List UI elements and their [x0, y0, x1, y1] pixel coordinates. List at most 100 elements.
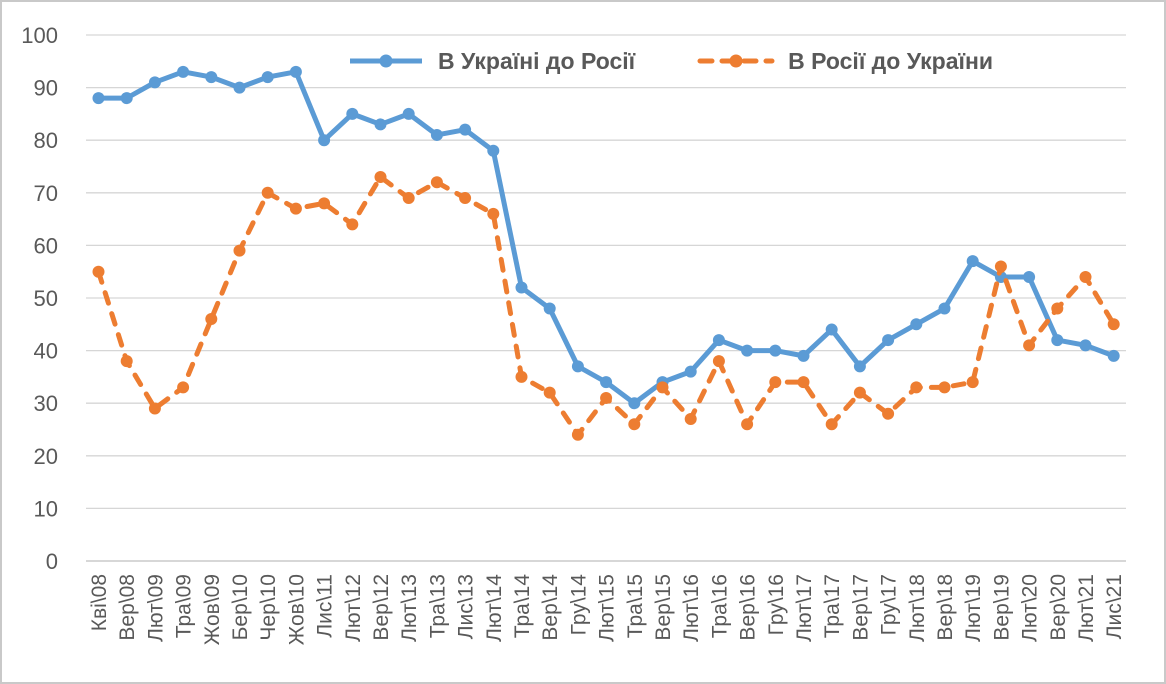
x-axis-tick-label: Тра\16	[708, 574, 731, 638]
x-axis-tick-label: Лют\21	[1075, 574, 1098, 642]
data-point-marker-s0	[712, 334, 725, 347]
x-axis-tick-label: Кві\08	[88, 574, 111, 631]
data-point-marker-s0	[571, 360, 584, 373]
data-point-marker-s0	[1079, 339, 1092, 352]
data-point-marker-s1	[177, 381, 190, 394]
data-point-marker-s0	[1051, 334, 1064, 347]
data-point-marker-s1	[910, 381, 923, 394]
y-axis-tick-label: 60	[34, 233, 58, 258]
x-axis-tick-label: Гру\14	[567, 574, 590, 636]
x-axis-tick-label: Лют\16	[680, 574, 703, 642]
data-point-marker-s1	[684, 412, 697, 425]
data-point-marker-s1	[1051, 302, 1064, 315]
data-point-marker-s0	[769, 344, 782, 357]
x-axis-tick-label: Лют\17	[793, 574, 816, 642]
x-axis-tick-label: Лют\18	[906, 574, 929, 642]
data-point-marker-s1	[882, 407, 895, 420]
y-axis-tick-label: 40	[34, 339, 58, 364]
data-point-marker-s1	[543, 386, 556, 399]
x-axis-tick-label: Вер\18	[934, 574, 957, 641]
data-point-marker-s0	[797, 349, 810, 362]
y-axis-tick-label: 80	[34, 128, 58, 153]
data-point-marker-s0	[600, 376, 613, 389]
y-axis-tick-label: 30	[34, 391, 58, 416]
data-point-marker-s1	[994, 260, 1007, 273]
data-point-marker-s0	[205, 71, 218, 84]
data-point-marker-s1	[148, 402, 161, 415]
data-point-marker-s0	[966, 255, 979, 268]
data-point-marker-s1	[1079, 270, 1092, 283]
x-axis-tick-label: Тра\13	[426, 574, 449, 638]
y-axis-tick-label: 10	[34, 496, 58, 521]
x-axis-tick-label: Тра\14	[511, 574, 534, 639]
x-axis-tick-label: Тра\09	[173, 574, 196, 638]
data-point-marker-s1	[1023, 339, 1036, 352]
data-point-marker-s1	[938, 381, 951, 394]
data-point-marker-s0	[853, 360, 866, 373]
data-point-marker-s0	[346, 107, 359, 120]
data-point-marker-s1	[853, 386, 866, 399]
data-point-marker-s0	[825, 323, 838, 336]
data-point-marker-s0	[515, 281, 528, 294]
data-point-marker-s0	[628, 397, 641, 410]
x-axis-tick-label: Чер\10	[257, 574, 280, 641]
data-point-marker-s1	[459, 192, 472, 205]
y-axis-tick-label: 100	[21, 23, 58, 48]
data-point-marker-s1	[1107, 318, 1120, 331]
data-point-marker-s1	[600, 391, 613, 404]
x-axis-tick-label: Лют\19	[962, 574, 985, 642]
x-axis-tick-label: Вер\17	[849, 574, 872, 641]
data-point-marker-s1	[741, 418, 754, 431]
data-point-marker-s0	[233, 81, 246, 94]
x-axis-tick-label: Гру\17	[878, 574, 901, 635]
data-point-marker-s0	[148, 76, 161, 89]
x-axis-tick-label: Лют\09	[144, 574, 167, 642]
data-point-marker-s0	[684, 365, 697, 378]
data-point-marker-s1	[120, 355, 133, 368]
data-point-marker-s1	[205, 313, 218, 326]
x-axis-tick-label: Тра\17	[821, 574, 844, 638]
data-point-marker-s0	[459, 123, 472, 136]
data-point-marker-s1	[487, 207, 500, 220]
x-axis-tick-label: Лют\15	[596, 574, 619, 642]
data-point-marker-s1	[233, 244, 246, 257]
x-axis-tick-label: Лис\11	[314, 574, 337, 638]
y-axis-tick-label: 20	[34, 444, 58, 469]
data-point-marker-s1	[402, 192, 415, 205]
x-axis-tick-label: Вер\14	[539, 574, 562, 641]
data-point-marker-s1	[318, 197, 331, 210]
data-point-marker-s1	[712, 355, 725, 368]
y-axis-tick-label: 50	[34, 286, 58, 311]
data-point-marker-s0	[92, 92, 105, 105]
x-axis-tick-label: Вер\15	[652, 574, 675, 641]
data-point-marker-s1	[92, 265, 105, 278]
y-axis-tick-label: 90	[34, 76, 58, 101]
data-point-marker-s0	[741, 344, 754, 357]
data-point-marker-s1	[628, 418, 641, 431]
data-point-marker-s0	[120, 92, 133, 105]
x-axis-tick-label: Жов\10	[285, 574, 308, 645]
data-point-marker-s1	[515, 370, 528, 383]
x-axis-tick-label: Лют\13	[398, 574, 421, 642]
data-point-marker-s0	[177, 65, 190, 78]
x-axis-tick-label: Лют\14	[483, 574, 506, 642]
x-axis-tick-label: Лют\12	[342, 574, 365, 642]
data-point-marker-s1	[769, 376, 782, 389]
data-point-marker-s0	[402, 107, 415, 120]
data-point-marker-s0	[318, 134, 331, 147]
data-point-marker-s0	[543, 302, 556, 315]
data-point-marker-s0	[289, 65, 302, 78]
data-point-marker-s1	[346, 218, 359, 231]
data-point-marker-s1	[374, 171, 387, 184]
data-point-marker-s1	[825, 418, 838, 431]
x-axis-tick-label: Лис\13	[455, 574, 478, 639]
data-point-marker-s1	[656, 381, 669, 394]
x-axis-tick-label: Лис\21	[1103, 574, 1126, 639]
data-point-marker-s1	[289, 202, 302, 215]
y-axis-tick-label: 70	[34, 181, 58, 206]
x-axis-tick-label: Вер\19	[990, 574, 1013, 641]
x-axis-tick-label: Гру\16	[765, 574, 788, 635]
x-axis-tick-label: Бер\10	[229, 574, 252, 640]
data-point-marker-s1	[797, 376, 810, 389]
